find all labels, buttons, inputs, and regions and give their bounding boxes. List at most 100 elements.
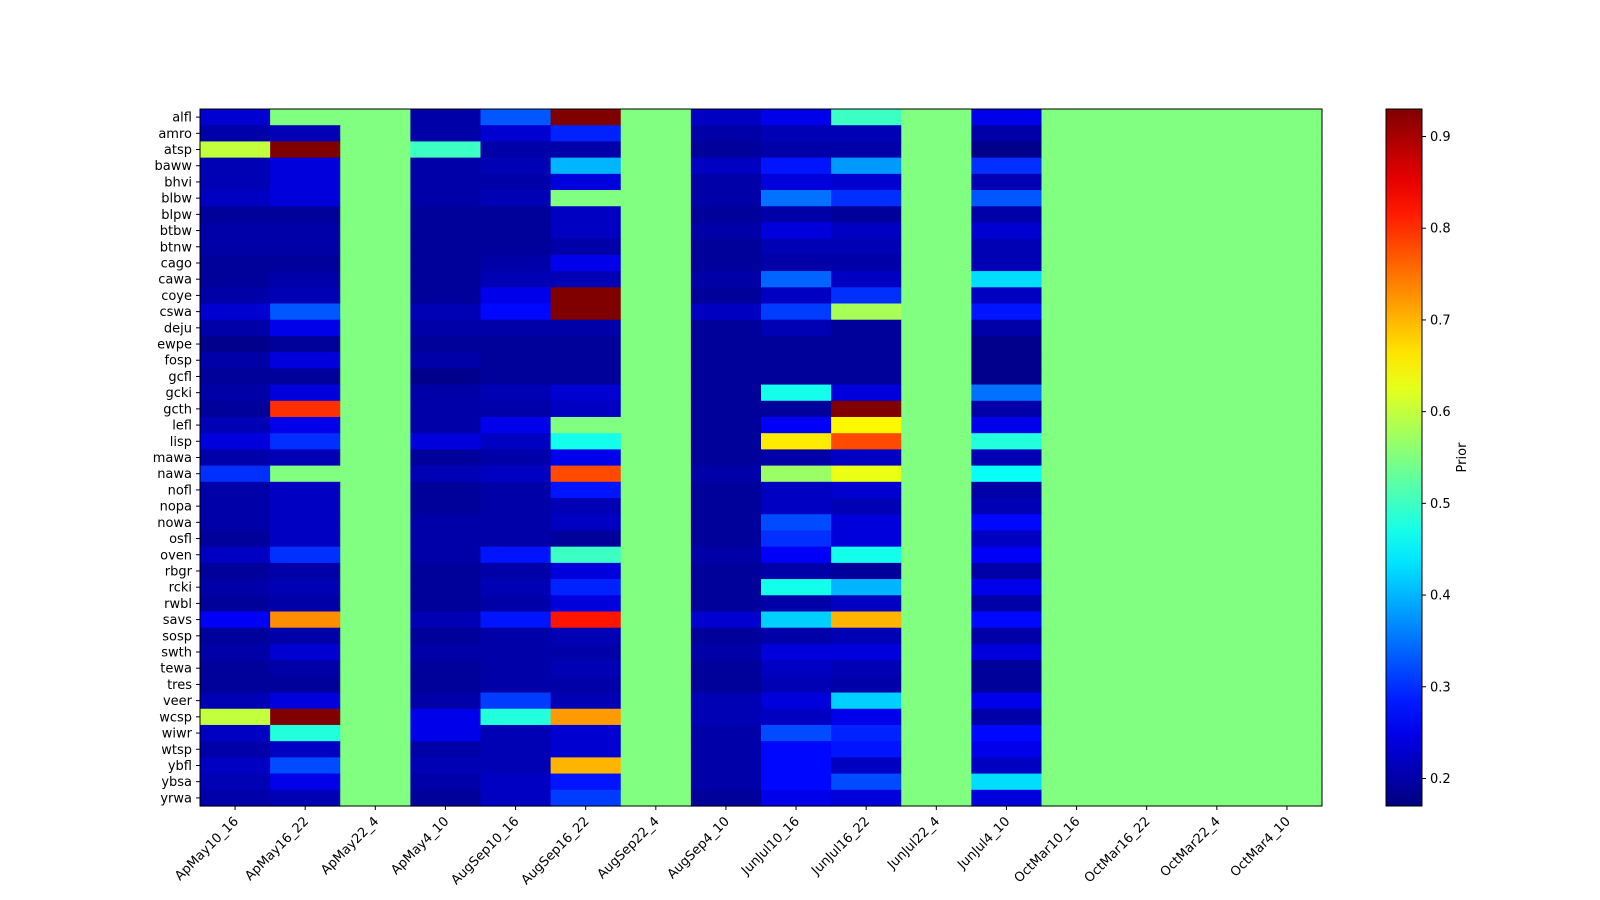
heatmap-cell-cawa-ApMay10_16 — [200, 271, 271, 288]
heatmap-cell-lefl-OctMar10_16 — [1041, 416, 1113, 434]
colorbar-tick-label: 0.3 — [1430, 680, 1451, 695]
heatmap-cell-yrwa-AugSep10_16 — [480, 789, 552, 807]
heatmap-cell-rcki-JunJul16_22 — [831, 579, 902, 596]
heatmap-cell-rwbl-AugSep22_4 — [620, 595, 692, 613]
y-tick-label: sosp — [162, 629, 192, 644]
heatmap-cell-blpw-OctMar22_4 — [1181, 206, 1253, 224]
heatmap-cell-savs-OctMar16_22 — [1111, 611, 1183, 629]
heatmap-cell-rwbl-JunJul4_10 — [971, 595, 1043, 613]
heatmap-cell-deju-AugSep22_4 — [620, 319, 692, 337]
heatmap-cell-wtsp-ApMay16_22 — [270, 741, 341, 758]
y-tick-label: tewa — [160, 662, 192, 677]
heatmap-cell-rwbl-ApMay16_22 — [270, 595, 341, 613]
heatmap-cell-atsp-OctMar22_4 — [1181, 141, 1253, 159]
heatmap-cell-wcsp-JunJul22_4 — [901, 708, 972, 726]
heatmap-cell-amro-AugSep4_10 — [690, 125, 762, 143]
heatmap-cell-coye-JunJul4_10 — [971, 287, 1043, 305]
heatmap-cell-nowa-OctMar10_16 — [1041, 514, 1113, 532]
heatmap-cell-swth-ApMay16_22 — [270, 643, 341, 661]
heatmap-cell-rcki-JunJul4_10 — [971, 579, 1043, 596]
heatmap-cell-lisp-JunJul16_22 — [831, 433, 902, 450]
heatmap-cell-swth-JunJul22_4 — [901, 643, 972, 661]
heatmap-cell-blbw-ApMay10_16 — [200, 190, 271, 207]
heatmap-cell-lefl-ApMay22_4 — [340, 416, 411, 434]
heatmap-cell-amro-OctMar10_16 — [1041, 125, 1113, 143]
heatmap-cell-lisp-OctMar16_22 — [1111, 433, 1183, 450]
heatmap-cell-veer-ApMay16_22 — [270, 692, 341, 710]
heatmap-cell-cawa-OctMar22_4 — [1181, 271, 1253, 288]
heatmap-cell-blbw-AugSep16_22 — [550, 190, 622, 207]
heatmap-cell-blpw-JunJul10_16 — [761, 206, 832, 224]
heatmap-cell-rbgr-JunJul10_16 — [761, 562, 832, 580]
heatmap-cell-lisp-AugSep10_16 — [480, 433, 552, 450]
heatmap-cell-swth-AugSep4_10 — [690, 643, 762, 661]
heatmap-cell-ewpe-JunJul16_22 — [831, 335, 902, 353]
heatmap-cell-veer-AugSep4_10 — [690, 692, 762, 710]
heatmap-cell-lefl-ApMay4_10 — [410, 416, 482, 434]
heatmap-cell-wcsp-OctMar10_16 — [1041, 708, 1113, 726]
heatmap-cell-btbw-OctMar10_16 — [1041, 222, 1113, 240]
y-tick-label: wcsp — [159, 710, 192, 725]
heatmap-cell-nofl-AugSep22_4 — [620, 481, 692, 499]
heatmap-cell-veer-JunJul16_22 — [831, 692, 902, 710]
heatmap-cell-oven-ApMay16_22 — [270, 546, 341, 564]
heatmap-cell-gcth-ApMay16_22 — [270, 400, 341, 418]
heatmap-cell-gcth-ApMay4_10 — [410, 400, 482, 418]
heatmap-cell-fosp-AugSep16_22 — [550, 352, 622, 369]
heatmap-cell-btbw-ApMay10_16 — [200, 222, 271, 240]
heatmap-cell-blbw-ApMay4_10 — [410, 190, 482, 207]
heatmap-cell-cswa-AugSep4_10 — [690, 303, 762, 321]
heatmap-cell-osfl-ApMay4_10 — [410, 530, 482, 548]
heatmap-cell-nowa-ApMay10_16 — [200, 514, 271, 532]
heatmap-cell-osfl-AugSep10_16 — [480, 530, 552, 548]
heatmap-cell-oven-ApMay10_16 — [200, 546, 271, 564]
heatmap-cell-nawa-JunJul4_10 — [971, 465, 1043, 483]
y-tick-label: rbgr — [165, 564, 193, 579]
heatmap-cell-fosp-JunJul4_10 — [971, 352, 1043, 369]
heatmap-cell-rbgr-ApMay10_16 — [200, 562, 271, 580]
heatmap-cell-btbw-JunJul10_16 — [761, 222, 832, 240]
heatmap-cell-fosp-ApMay16_22 — [270, 352, 341, 369]
heatmap-cell-nawa-OctMar16_22 — [1111, 465, 1183, 483]
heatmap-cell-lefl-JunJul16_22 — [831, 416, 902, 434]
heatmap-cell-blpw-AugSep4_10 — [690, 206, 762, 224]
heatmap-cell-ybsa-AugSep4_10 — [690, 773, 762, 791]
heatmap-cell-coye-JunJul10_16 — [761, 287, 832, 305]
heatmap-cell-wtsp-ApMay4_10 — [410, 741, 482, 758]
heatmap-cell-baww-OctMar16_22 — [1111, 157, 1183, 175]
heatmap-cell-cago-OctMar16_22 — [1111, 254, 1183, 272]
heatmap-cell-fosp-JunJul22_4 — [901, 352, 972, 369]
heatmap-cell-coye-ApMay4_10 — [410, 287, 482, 305]
heatmap-cell-lisp-AugSep4_10 — [690, 433, 762, 450]
heatmap-cell-deju-OctMar10_16 — [1041, 319, 1113, 337]
heatmap-cell-veer-OctMar10_16 — [1041, 692, 1113, 710]
heatmap-cell-rcki-JunJul22_4 — [901, 579, 972, 596]
heatmap-cell-coye-OctMar22_4 — [1181, 287, 1253, 305]
heatmap-cell-mawa-JunJul4_10 — [971, 449, 1043, 467]
heatmap-cell-ewpe-AugSep10_16 — [480, 335, 552, 353]
heatmap-cell-gcfl-AugSep4_10 — [690, 368, 762, 386]
heatmap-cell-rbgr-AugSep4_10 — [690, 562, 762, 580]
heatmap-cell-deju-ApMay10_16 — [200, 319, 271, 337]
heatmap-cell-ewpe-ApMay22_4 — [340, 335, 411, 353]
heatmap-cell-nopa-OctMar4_10 — [1251, 498, 1323, 515]
heatmap-cell-nowa-AugSep16_22 — [550, 514, 622, 532]
y-tick-label: nawa — [157, 467, 192, 482]
heatmap-cell-gcfl-JunJul10_16 — [761, 368, 832, 386]
heatmap-cell-blbw-ApMay16_22 — [270, 190, 341, 207]
heatmap-cell-cago-AugSep4_10 — [690, 254, 762, 272]
heatmap-cell-lefl-JunJul10_16 — [761, 416, 832, 434]
heatmap-cell-deju-ApMay16_22 — [270, 319, 341, 337]
y-tick-label: coye — [161, 289, 192, 304]
y-tick-label: osfl — [169, 532, 192, 547]
heatmap-cell-cawa-OctMar10_16 — [1041, 271, 1113, 288]
colorbar-tick-label: 0.5 — [1430, 497, 1451, 512]
heatmap-cell-mawa-AugSep22_4 — [620, 449, 692, 467]
plot-frame — [199, 108, 1323, 807]
heatmap-cell-gcfl-AugSep10_16 — [480, 368, 552, 386]
heatmap-cell-fosp-ApMay10_16 — [200, 352, 271, 369]
heatmap-cell-blpw-JunJul22_4 — [901, 206, 972, 224]
heatmap-cell-nopa-JunJul16_22 — [831, 498, 902, 515]
heatmap-cell-baww-OctMar10_16 — [1041, 157, 1113, 175]
heatmap-cell-rcki-OctMar22_4 — [1181, 579, 1253, 596]
